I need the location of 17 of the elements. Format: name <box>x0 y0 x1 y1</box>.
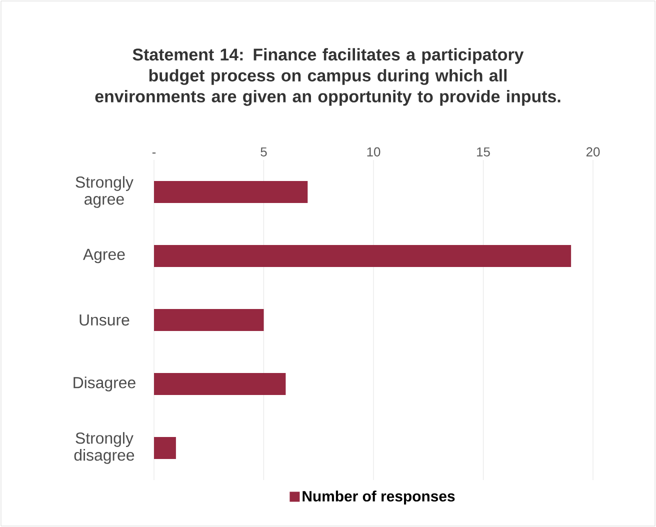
bar <box>154 309 264 332</box>
bar <box>154 373 286 396</box>
x-tick-label: 20 <box>586 147 600 156</box>
y-tick-label: Disagree <box>74 376 136 392</box>
bar <box>154 245 572 268</box>
y-tick-label: Unsure <box>80 314 130 326</box>
bar <box>154 181 308 204</box>
x-tick-label: 5 <box>260 147 267 156</box>
legend-label: Number of responses <box>302 490 455 505</box>
y-tick-label: Strongly disagree <box>74 432 134 464</box>
x-tick-label: 15 <box>477 147 490 156</box>
chart-title: Statement 14: Finance facilitates a participatory budget process on campus during which all environments are given an opportunity to provide inputs. <box>95 48 560 106</box>
y-tick-label: Agree <box>82 248 125 264</box>
y-tick-label: Strongly agree <box>76 176 134 208</box>
x-tick-label: - <box>152 152 156 154</box>
bar <box>154 437 176 460</box>
x-tick-label: 10 <box>367 147 380 156</box>
